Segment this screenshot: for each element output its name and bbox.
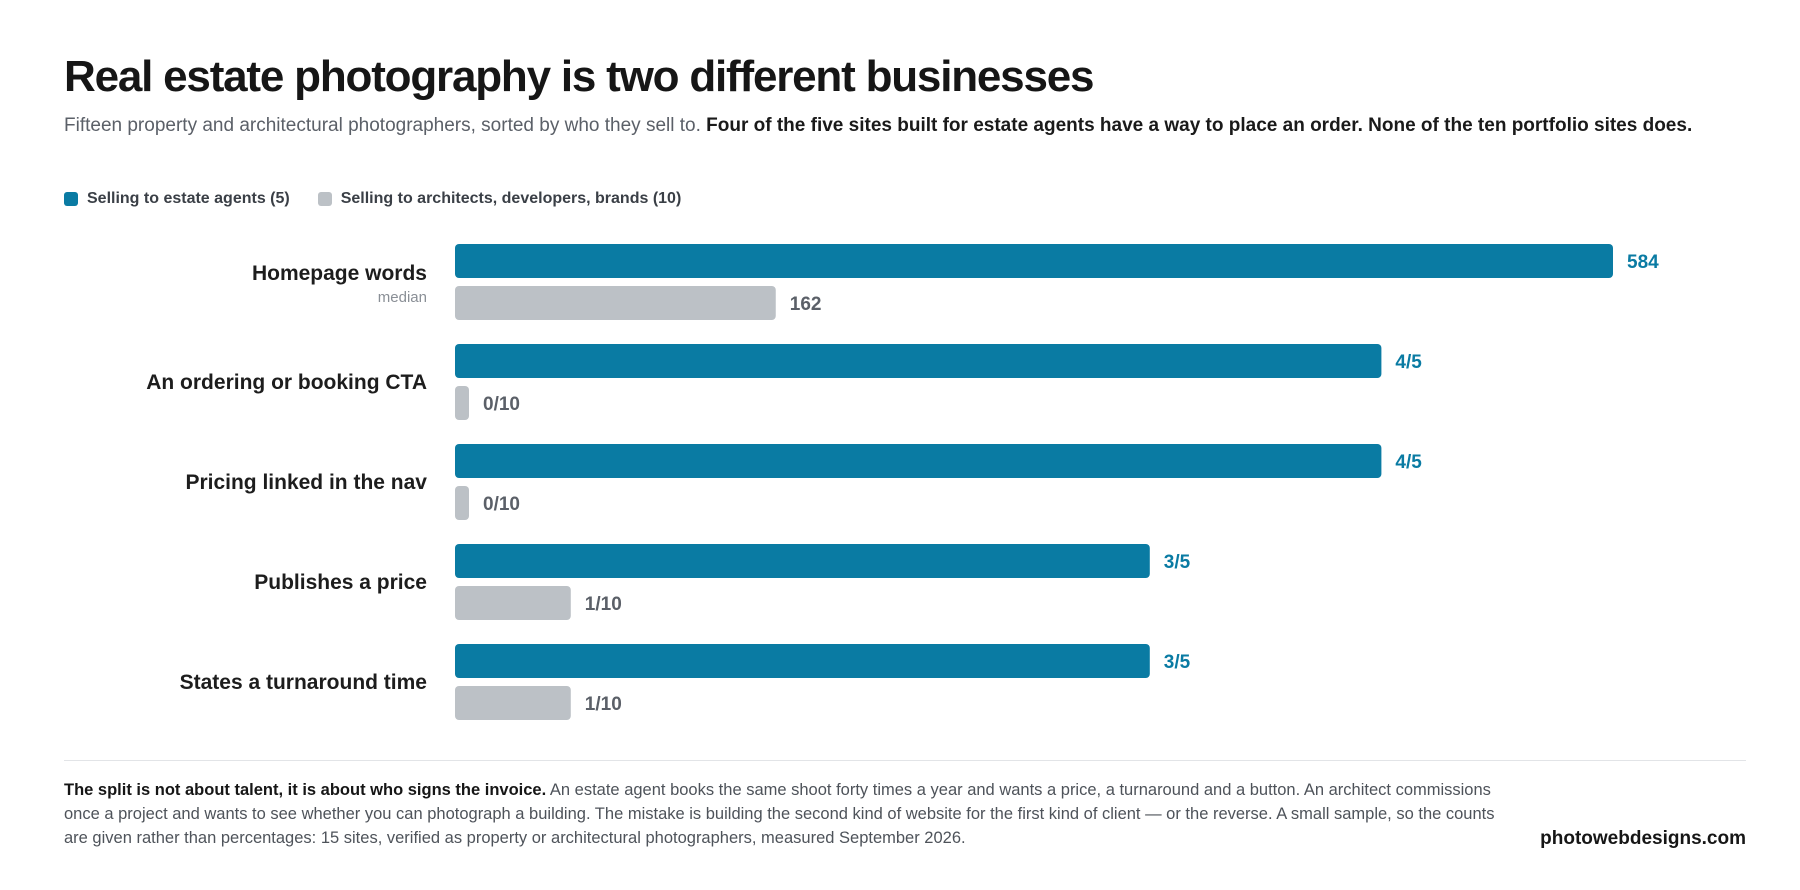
- category-sublabel-homepage-words: median: [378, 289, 427, 306]
- subtitle-emphasis: Four of the five sites built for estate …: [706, 115, 1693, 136]
- bar-states-a-turnaround-time-estate-agents: [455, 644, 1150, 678]
- category-label-states-a-turnaround-time: States a turnaround time: [180, 671, 427, 694]
- value-label-an-ordering-or-booking-cta-architects: 0/10: [483, 394, 520, 415]
- value-label-states-a-turnaround-time-estate-agents: 3/5: [1164, 652, 1191, 673]
- bar-publishes-a-price-architects: [455, 586, 571, 620]
- bar-states-a-turnaround-time-architects: [455, 686, 571, 720]
- value-label-states-a-turnaround-time-architects: 1/10: [585, 694, 622, 715]
- legend-swatch-architects: [317, 192, 332, 206]
- value-label-pricing-linked-in-the-nav-estate-agents: 4/5: [1395, 452, 1422, 473]
- category-label-pricing-linked-in-the-nav: Pricing linked in the nav: [185, 471, 427, 494]
- chart-legend: Selling to estate agents (5) Selling to …: [64, 190, 681, 208]
- chart-subtitle: Fifteen property and architectural photo…: [64, 112, 1704, 140]
- category-label-publishes-a-price: Publishes a price: [254, 571, 427, 594]
- value-label-publishes-a-price-architects: 1/10: [585, 594, 622, 615]
- subtitle-lead: Fifteen property and architectural photo…: [64, 115, 701, 136]
- bar-publishes-a-price-estate-agents: [455, 544, 1150, 578]
- bar-homepage-words-architects: [455, 286, 776, 320]
- legend-item-architects: Selling to architects, developers, brand…: [317, 190, 682, 208]
- brand-credit: photowebdesigns.com: [1540, 828, 1746, 849]
- value-label-pricing-linked-in-the-nav-architects: 0/10: [483, 494, 520, 515]
- category-label-an-ordering-or-booking-cta: An ordering or booking CTA: [146, 371, 427, 394]
- bar-homepage-words-estate-agents: [455, 244, 1613, 278]
- value-label-an-ordering-or-booking-cta-estate-agents: 4/5: [1395, 352, 1422, 373]
- bar-an-ordering-or-booking-cta-architects: [455, 386, 469, 420]
- footnote-divider: [64, 760, 1746, 761]
- bar-pricing-linked-in-the-nav-architects: [455, 486, 469, 520]
- footnote: The split is not about talent, it is abo…: [64, 778, 1504, 850]
- legend-swatch-estate-agents: [64, 192, 78, 206]
- bar-chart: Homepage words median 584 162 An ordering or…: [146, 244, 1659, 720]
- value-label-homepage-words-estate-agents: 584: [1627, 252, 1659, 273]
- footnote-lead: The split is not about talent, it is abo…: [64, 781, 547, 799]
- legend-label-estate-agents: Selling to estate agents (5): [87, 190, 290, 207]
- value-label-publishes-a-price-estate-agents: 3/5: [1164, 552, 1191, 573]
- legend-item-estate-agents: Selling to estate agents (5): [64, 190, 290, 208]
- category-label-homepage-words: Homepage words: [252, 262, 427, 285]
- bar-pricing-linked-in-the-nav-estate-agents: [455, 444, 1382, 478]
- bar-an-ordering-or-booking-cta-estate-agents: [455, 344, 1382, 378]
- value-label-homepage-words-architects: 162: [790, 294, 822, 315]
- legend-label-architects: Selling to architects, developers, brand…: [340, 190, 682, 207]
- footnote-text: An estate agent books the same shoot for…: [64, 781, 1495, 847]
- chart-title: Real estate photography is two different…: [64, 52, 1094, 101]
